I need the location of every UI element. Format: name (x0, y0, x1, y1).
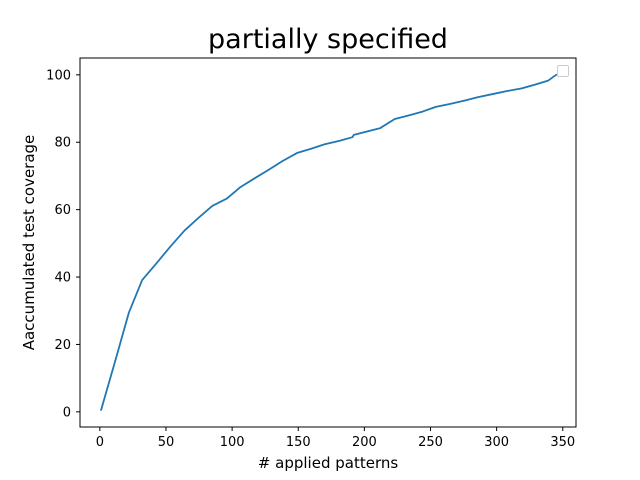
x-axis-label: # applied patterns (258, 454, 399, 472)
x-axis-ticks: 0 50 100 150 200 250 300 350 (96, 427, 575, 450)
x-tick-label: 50 (158, 435, 175, 450)
chart-title: partially specified (208, 24, 448, 55)
y-axis-ticks: 0 20 40 60 80 100 (46, 68, 80, 420)
series-layer (100, 73, 558, 411)
y-axis-label: Aaccumulated test coverage (20, 135, 38, 351)
y-tick-label: 60 (54, 203, 71, 218)
x-tick-label: 200 (352, 435, 377, 450)
x-tick-label: 300 (484, 435, 509, 450)
x-tick-label: 150 (286, 435, 311, 450)
x-tick-label: 100 (220, 435, 245, 450)
y-tick-label: 0 (63, 405, 71, 420)
legend-box (557, 65, 569, 77)
x-tick-label: 350 (550, 435, 575, 450)
y-tick-label: 40 (54, 271, 71, 286)
series-line-1 (100, 73, 558, 411)
y-tick-label: 100 (46, 68, 71, 83)
x-tick-label: 0 (96, 435, 104, 450)
y-tick-label: 80 (54, 136, 71, 151)
plot-frame (79, 57, 577, 428)
x-tick-label: 250 (418, 435, 443, 450)
plot-area (80, 58, 576, 427)
y-tick-label: 20 (54, 338, 71, 353)
